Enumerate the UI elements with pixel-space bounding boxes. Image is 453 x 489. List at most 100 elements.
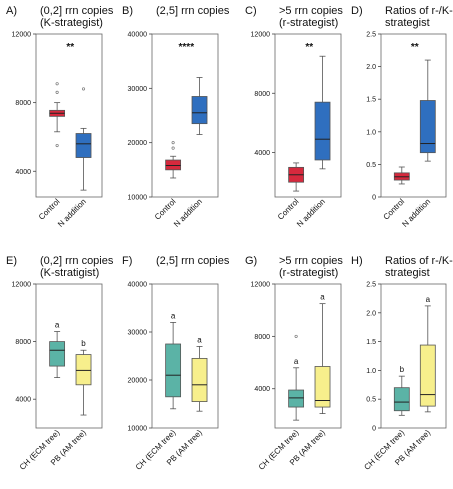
significance-marker: **** [179,42,195,53]
box-control [49,82,66,148]
box-iqr [75,133,92,158]
outlier-point [171,146,175,150]
plot-frame [35,283,103,429]
group-letter: a [55,321,60,330]
panel-C: C) >5 rrn copies(r-strategist) 4000 8000 120… [245,5,343,229]
group-letter: a [426,295,431,304]
category-label: Control [276,197,301,222]
box-iqr [165,343,182,398]
panel-title-line: >5 rrn copies [279,5,343,17]
panel-label: C) [245,5,257,17]
group-letter: b [81,339,86,348]
outlier-point [171,141,175,145]
y-tick-label: 8000 [254,91,270,98]
panel-label: B) [122,5,133,17]
panel-label: A) [6,5,17,17]
panel-title-line: Ratios of r-/K- [385,5,453,17]
y-tick-label: 8000 [15,100,31,107]
category-label: N addition [295,197,327,229]
box-n-addition [75,87,92,191]
panel-label: G) [245,255,257,267]
panel-title-line: (0,2] rrn copies [40,255,114,267]
panel-G: G) >5 rrn copies(r-strategist) 4000 8000 120… [245,255,343,472]
y-tick-label: 2.5 [366,32,376,39]
plot-frame [380,33,447,198]
panel-title-line: >5 rrn copies [279,255,343,267]
box-iqr [75,354,92,386]
panel-title-line: (r-strategist) [279,17,338,29]
y-tick-label: 12000 [251,32,271,39]
y-tick-label: 0.5 [366,397,376,404]
group-letter: a [171,311,176,320]
plot-frame [274,283,342,429]
y-tick-label: 8000 [254,334,270,341]
panel-title-line: (2,5] rrn copies [156,255,230,267]
panel-title-line: (0,2] rrn copies [40,5,114,17]
panel-title-line: strategist [385,267,430,279]
outlier-point [55,82,59,86]
box-control [288,162,305,192]
panel-label: E) [6,255,17,267]
box-iqr [191,357,208,402]
panel-label: D) [351,5,363,17]
y-tick-label: 1.0 [366,368,376,375]
group-letter: a [197,335,202,344]
y-tick-label: 4000 [15,397,31,404]
y-tick-label: 4000 [15,169,31,176]
y-tick-label: 4000 [254,386,270,393]
plot-frame [35,33,103,198]
box-n-addition [314,55,331,170]
y-tick-label: 20000 [128,378,148,385]
y-tick-label: 12000 [251,282,271,289]
panel-title-line: (K-strategist) [40,17,103,29]
y-tick-label: 20000 [128,140,148,147]
y-tick-label: 1.0 [366,129,376,136]
outlier-point [55,90,59,94]
panel-title-line: Ratios of r-/K- [385,255,453,267]
box-pb-am-tree-: a [419,295,436,413]
box-control [393,166,410,185]
panel-D: D) Ratios of r-/K-strategist 0 0.5 1.0 1.5 2.0… [351,5,453,229]
box-ch-ecm-tree-: a [165,311,182,410]
plot-frame [274,33,342,198]
panel-H: H) Ratios of r-/K-strategist 0 0.5 1.0 1.5 2.0… [351,255,453,472]
panel-title-line: (K-stratigist) [40,267,99,279]
box-iqr [419,100,436,154]
panel-A: A) (0,2] rrn copies(K-strategist) 4000 8000… [6,5,114,229]
category-label: Control [382,197,407,222]
plot-frame [380,283,447,429]
box-ch-ecm-tree-: b [393,365,410,416]
y-tick-label: 2.0 [366,310,376,317]
panel-title-line: (2,5] rrn copies [156,5,230,17]
box-control [165,141,182,179]
box-iqr [314,101,331,161]
category-label: N addition [400,197,432,229]
y-tick-label: 8000 [15,339,31,346]
category-label: Control [153,197,178,222]
box-n-addition [191,77,208,135]
box-pb-am-tree-: b [75,339,92,416]
y-tick-label: 0 [372,195,376,202]
box-iqr [288,389,305,408]
outlier-point [294,334,298,338]
group-letter: b [400,365,405,374]
y-tick-label: 40000 [128,282,148,289]
panel-title-line: strategist [385,17,430,29]
box-iqr [191,96,208,125]
y-tick-label: 0.5 [366,162,376,169]
box-iqr [314,366,331,408]
y-tick-label: 0 [372,426,376,433]
box-ch-ecm-tree-: a [288,334,305,421]
outlier-point [81,87,86,91]
y-tick-label: 1.5 [366,339,376,346]
panel-title-line: (r-strategist) [279,267,338,279]
y-tick-label: 2.0 [366,64,376,71]
box-pb-am-tree-: a [314,293,331,415]
panel-B: B) (2,5] rrn copies 10000 20000 30000 40000 Co… [122,5,230,229]
panel-E: E) (0,2] rrn copies(K-stratigist) 4000 8000… [6,255,114,472]
box-pb-am-tree-: a [191,335,208,412]
box-iqr [49,341,66,367]
box-n-addition [419,59,436,162]
box-iqr [393,387,410,412]
